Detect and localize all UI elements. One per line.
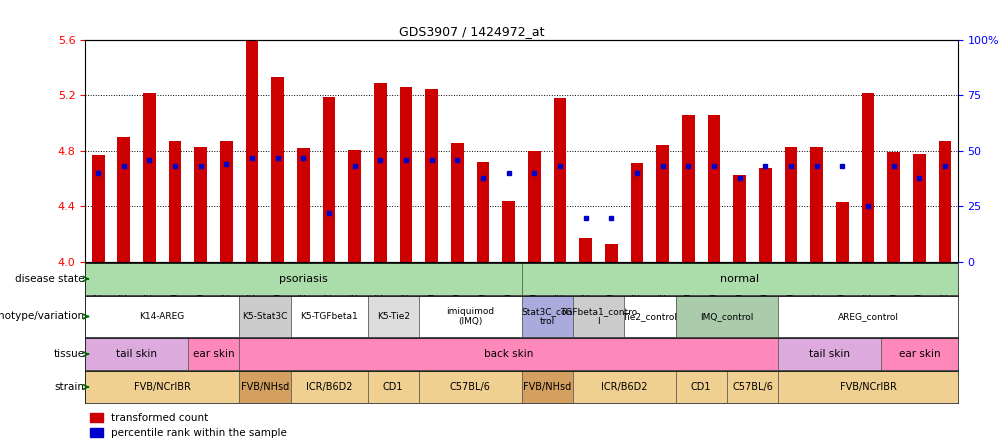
Text: Stat3C_con
trol: Stat3C_con trol bbox=[521, 307, 572, 326]
Text: imiquimod
(IMQ): imiquimod (IMQ) bbox=[446, 307, 494, 326]
Bar bbox=[85, 338, 187, 370]
Bar bbox=[323, 97, 335, 262]
Bar bbox=[784, 147, 797, 262]
Bar bbox=[502, 201, 515, 262]
Bar bbox=[297, 148, 310, 262]
Bar bbox=[681, 115, 694, 262]
Bar bbox=[85, 296, 239, 337]
Text: tissue: tissue bbox=[53, 349, 84, 359]
Bar bbox=[630, 163, 643, 262]
Text: K14-AREG: K14-AREG bbox=[139, 312, 184, 321]
Bar bbox=[168, 141, 181, 262]
Bar bbox=[778, 338, 880, 370]
Bar bbox=[451, 143, 463, 262]
Bar bbox=[778, 371, 957, 403]
Bar bbox=[85, 371, 239, 403]
Text: K5-TGFbeta1: K5-TGFbeta1 bbox=[300, 312, 358, 321]
Bar bbox=[887, 152, 899, 262]
Text: tail skin: tail skin bbox=[116, 349, 157, 359]
Text: FVB/NCrIBR: FVB/NCrIBR bbox=[133, 382, 190, 392]
Text: K5-Stat3C: K5-Stat3C bbox=[241, 312, 288, 321]
Text: GDS3907 / 1424972_at: GDS3907 / 1424972_at bbox=[398, 25, 544, 38]
Text: ICR/B6D2: ICR/B6D2 bbox=[306, 382, 352, 392]
Bar bbox=[239, 371, 291, 403]
Bar bbox=[272, 77, 284, 262]
Bar bbox=[579, 238, 591, 262]
Text: normal: normal bbox=[719, 274, 759, 284]
Bar bbox=[675, 371, 726, 403]
Bar bbox=[880, 338, 957, 370]
Bar bbox=[623, 296, 675, 337]
Bar bbox=[810, 147, 823, 262]
Bar bbox=[291, 371, 367, 403]
Text: psoriasis: psoriasis bbox=[279, 274, 328, 284]
Text: ICR/B6D2: ICR/B6D2 bbox=[600, 382, 647, 392]
Bar bbox=[425, 88, 438, 262]
Bar bbox=[245, 40, 259, 262]
Bar bbox=[291, 296, 367, 337]
Bar bbox=[419, 296, 521, 337]
Text: TGFbeta1_contro
l: TGFbeta1_contro l bbox=[559, 307, 636, 326]
Text: Tie2_control: Tie2_control bbox=[622, 312, 676, 321]
Text: FVB/NHsd: FVB/NHsd bbox=[523, 382, 571, 392]
Bar bbox=[675, 296, 778, 337]
Bar bbox=[399, 87, 412, 262]
Bar bbox=[732, 174, 745, 262]
Bar bbox=[861, 93, 874, 262]
Bar bbox=[143, 93, 155, 262]
Text: ear skin: ear skin bbox=[898, 349, 939, 359]
Text: strain: strain bbox=[54, 382, 84, 392]
Bar bbox=[348, 150, 361, 262]
Legend: transformed count, percentile rank within the sample: transformed count, percentile rank withi… bbox=[90, 413, 287, 438]
Text: tail skin: tail skin bbox=[809, 349, 849, 359]
Bar bbox=[707, 115, 719, 262]
Text: CD1: CD1 bbox=[690, 382, 710, 392]
Bar bbox=[419, 371, 521, 403]
Bar bbox=[527, 151, 540, 262]
Bar bbox=[187, 338, 239, 370]
Bar bbox=[604, 244, 617, 262]
Bar bbox=[655, 146, 668, 262]
Bar bbox=[912, 154, 925, 262]
Bar bbox=[85, 263, 521, 295]
Text: FVB/NCrIBR: FVB/NCrIBR bbox=[839, 382, 896, 392]
Text: C57BL/6: C57BL/6 bbox=[449, 382, 490, 392]
Bar bbox=[835, 202, 848, 262]
Bar bbox=[476, 162, 489, 262]
Text: disease state: disease state bbox=[15, 274, 84, 284]
Bar bbox=[726, 371, 778, 403]
Bar bbox=[91, 155, 104, 262]
Text: back skin: back skin bbox=[484, 349, 533, 359]
Bar bbox=[239, 296, 291, 337]
Text: FVB/NHsd: FVB/NHsd bbox=[240, 382, 289, 392]
Bar bbox=[938, 141, 951, 262]
Bar bbox=[367, 371, 419, 403]
Text: genotype/variation: genotype/variation bbox=[0, 312, 84, 321]
Text: C57BL/6: C57BL/6 bbox=[731, 382, 773, 392]
Text: K5-Tie2: K5-Tie2 bbox=[377, 312, 410, 321]
Bar bbox=[572, 296, 623, 337]
Bar bbox=[759, 168, 771, 262]
Text: CD1: CD1 bbox=[383, 382, 403, 392]
Bar bbox=[521, 263, 957, 295]
Bar bbox=[374, 83, 387, 262]
Text: AREG_control: AREG_control bbox=[837, 312, 898, 321]
Bar bbox=[367, 296, 419, 337]
Bar bbox=[572, 371, 675, 403]
Bar bbox=[239, 338, 778, 370]
Bar bbox=[553, 98, 566, 262]
Text: ear skin: ear skin bbox=[192, 349, 234, 359]
Bar bbox=[521, 371, 572, 403]
Bar bbox=[219, 141, 232, 262]
Bar bbox=[194, 147, 207, 262]
Bar bbox=[117, 137, 130, 262]
Text: IMQ_control: IMQ_control bbox=[699, 312, 753, 321]
Bar bbox=[778, 296, 957, 337]
Bar bbox=[521, 296, 572, 337]
